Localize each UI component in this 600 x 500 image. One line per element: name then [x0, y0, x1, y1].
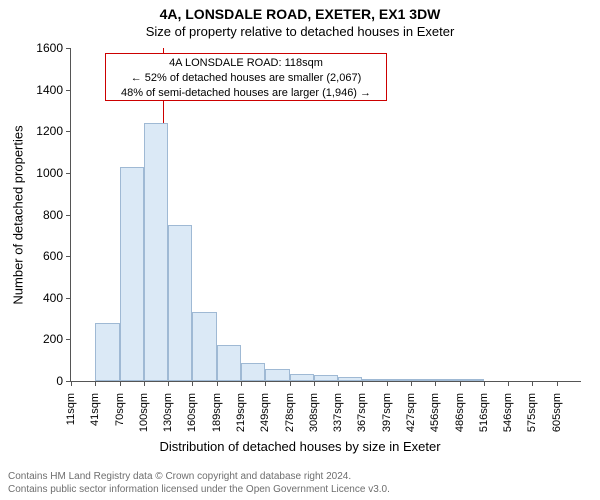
x-tick-label: 427sqm: [405, 387, 417, 432]
x-tick-label: 367sqm: [356, 387, 368, 432]
y-tick-label: 200: [43, 332, 63, 346]
y-tick: [66, 173, 71, 174]
y-tick: [66, 298, 71, 299]
y-tick-label: 0: [56, 374, 63, 388]
y-tick: [66, 339, 71, 340]
x-tick: [290, 381, 291, 386]
x-tick: [120, 381, 121, 386]
y-tick: [66, 215, 71, 216]
x-tick-label: 189sqm: [211, 387, 223, 432]
x-tick-label: 456sqm: [429, 387, 441, 432]
histogram-bar: [217, 345, 241, 381]
y-tick: [66, 90, 71, 91]
x-tick: [411, 381, 412, 386]
chart-subtitle: Size of property relative to detached ho…: [0, 24, 600, 39]
annotation-line-3: 48% of semi-detached houses are larger (…: [110, 86, 382, 101]
x-tick-label: 546sqm: [502, 387, 514, 432]
x-tick: [338, 381, 339, 386]
y-tick-label: 1200: [36, 124, 63, 138]
x-tick: [532, 381, 533, 386]
x-tick: [484, 381, 485, 386]
x-tick: [192, 381, 193, 386]
x-tick: [71, 381, 72, 386]
x-tick: [557, 381, 558, 386]
x-tick: [460, 381, 461, 386]
footer-line-2: Contains public sector information licen…: [8, 483, 592, 496]
x-tick: [217, 381, 218, 386]
y-tick-label: 800: [43, 208, 63, 222]
histogram-bar: [290, 374, 314, 381]
y-tick: [66, 256, 71, 257]
histogram-bar: [168, 225, 192, 381]
histogram-bar: [314, 375, 338, 381]
histogram-bar: [144, 123, 168, 381]
x-tick-label: 397sqm: [381, 387, 393, 432]
x-tick-label: 249sqm: [259, 387, 271, 432]
y-tick-label: 1600: [36, 41, 63, 55]
histogram-bar: [387, 379, 411, 381]
x-tick-label: 516sqm: [478, 387, 490, 432]
annotation-box: 4A LONSDALE ROAD: 118sqm ← 52% of detach…: [105, 53, 387, 101]
histogram-bar: [192, 312, 216, 381]
x-tick: [265, 381, 266, 386]
x-tick-label: 11sqm: [65, 387, 77, 425]
x-tick-label: 100sqm: [138, 387, 150, 432]
x-tick: [241, 381, 242, 386]
x-tick-label: 486sqm: [454, 387, 466, 432]
chart-title: 4A, LONSDALE ROAD, EXETER, EX1 3DW: [0, 6, 600, 22]
plot-area: 4A LONSDALE ROAD: 118sqm ← 52% of detach…: [70, 48, 581, 382]
histogram-bar: [338, 377, 362, 381]
x-tick-label: 337sqm: [332, 387, 344, 432]
x-tick: [144, 381, 145, 386]
y-tick: [66, 48, 71, 49]
x-tick: [435, 381, 436, 386]
x-tick: [314, 381, 315, 386]
x-tick: [362, 381, 363, 386]
histogram-bar: [362, 379, 386, 381]
y-tick: [66, 131, 71, 132]
histogram-bar: [435, 379, 459, 381]
annotation-line-1: 4A LONSDALE ROAD: 118sqm: [110, 56, 382, 71]
x-tick-label: 130sqm: [162, 387, 174, 432]
attribution-footer: Contains HM Land Registry data © Crown c…: [0, 470, 600, 496]
y-tick-label: 1400: [36, 83, 63, 97]
y-tick-label: 1000: [36, 166, 63, 180]
page-root: 4A, LONSDALE ROAD, EXETER, EX1 3DW Size …: [0, 0, 600, 500]
x-tick: [95, 381, 96, 386]
x-tick-label: 605sqm: [551, 387, 563, 432]
histogram-bar: [120, 167, 144, 381]
x-tick-label: 160sqm: [186, 387, 198, 432]
histogram-bar: [95, 323, 119, 381]
x-tick-label: 219sqm: [235, 387, 247, 432]
x-tick-label: 308sqm: [308, 387, 320, 432]
y-tick-label: 600: [43, 249, 63, 263]
annotation-line-2: ← 52% of detached houses are smaller (2,…: [110, 71, 382, 86]
x-tick-label: 278sqm: [284, 387, 296, 432]
histogram-bar: [241, 363, 265, 381]
histogram-bar: [460, 379, 484, 381]
y-axis-label: Number of detached properties: [11, 125, 26, 304]
histogram-bar: [265, 369, 289, 381]
x-tick-label: 575sqm: [526, 387, 538, 432]
x-tick: [387, 381, 388, 386]
x-tick: [168, 381, 169, 386]
y-tick-label: 400: [43, 291, 63, 305]
histogram-bar: [411, 379, 435, 381]
footer-line-1: Contains HM Land Registry data © Crown c…: [8, 470, 592, 483]
x-tick: [508, 381, 509, 386]
x-tick-label: 41sqm: [89, 387, 101, 426]
x-tick-label: 70sqm: [114, 387, 126, 426]
x-axis-label: Distribution of detached houses by size …: [0, 439, 600, 454]
